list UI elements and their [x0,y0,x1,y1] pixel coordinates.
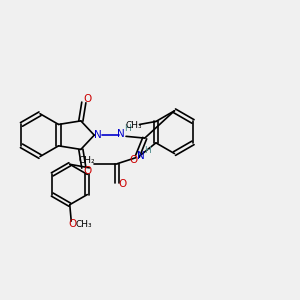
Text: CH₃: CH₃ [75,220,92,229]
Text: O: O [118,179,127,190]
Text: H: H [124,124,131,133]
Text: N: N [94,130,102,140]
Text: O: O [83,166,92,176]
Text: O: O [83,94,92,104]
Text: N: N [137,151,145,161]
Text: O: O [130,155,138,165]
Text: O: O [69,219,77,229]
Text: CH₃: CH₃ [126,122,142,130]
Text: CH₂: CH₂ [79,156,95,165]
Text: H: H [144,146,151,155]
Text: N: N [117,129,125,139]
